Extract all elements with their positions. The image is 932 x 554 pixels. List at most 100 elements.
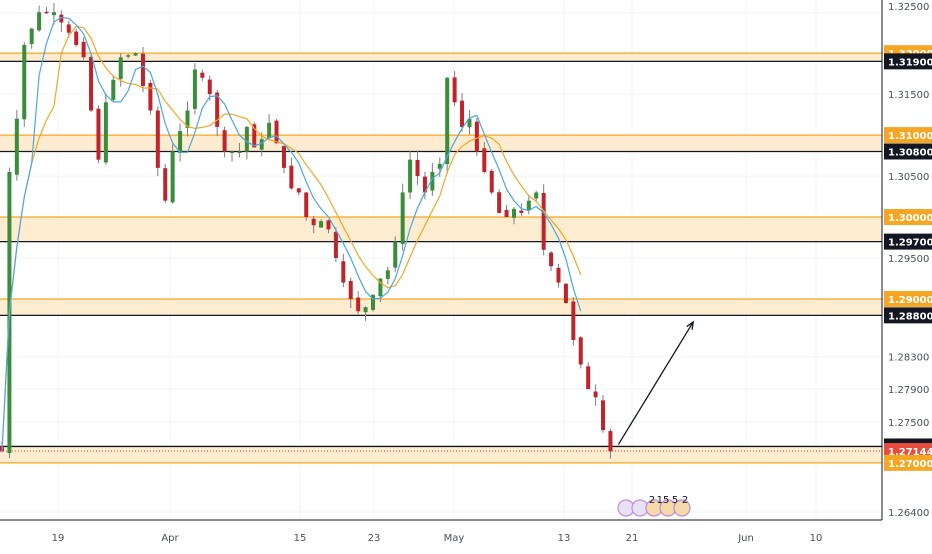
candle[interactable] [526,200,531,211]
candle[interactable] [296,188,301,193]
candle[interactable] [378,278,383,297]
candle[interactable] [497,192,502,213]
candle[interactable] [96,108,101,160]
candle[interactable] [22,44,27,120]
candle[interactable] [430,171,435,191]
candle[interactable] [185,110,190,128]
candle[interactable] [371,294,375,310]
candle[interactable] [311,218,316,226]
candle[interactable] [51,12,56,16]
candle[interactable] [578,337,583,365]
candle[interactable] [252,124,257,148]
candle[interactable] [230,151,235,153]
y-tick-label: 1.30800 [888,147,932,158]
candle[interactable] [289,165,294,189]
candle[interactable] [541,192,546,250]
x-tick-label: 23 [368,533,381,544]
candle[interactable] [549,252,554,267]
candle[interactable] [14,118,19,175]
candle[interactable] [66,24,71,33]
candle[interactable] [148,82,153,111]
candle[interactable] [118,57,123,80]
x-tick-label: 15 [294,533,307,544]
candle[interactable] [586,366,591,390]
candle[interactable] [608,431,613,452]
candle[interactable] [222,130,227,152]
candle[interactable] [326,220,331,230]
candle[interactable] [192,69,197,109]
candle[interactable] [408,159,413,193]
candle[interactable] [133,53,138,56]
candle[interactable] [571,301,576,340]
candle[interactable] [452,77,457,103]
candle[interactable] [163,168,168,201]
candle[interactable] [511,208,516,218]
candle[interactable] [556,267,561,283]
candle[interactable] [59,14,64,23]
candle[interactable] [170,151,175,203]
candle[interactable] [467,118,472,128]
y-tick-label: 1.26400 [888,508,929,519]
candle[interactable] [140,53,145,86]
candle[interactable] [81,41,86,58]
candle[interactable] [437,163,442,169]
y-tick-label: 1.29000 [888,295,932,306]
candle[interactable] [267,122,272,139]
candle[interactable] [178,131,183,153]
candle[interactable] [333,231,338,258]
candle[interactable] [385,270,390,279]
x-tick-label: 21 [626,533,639,544]
candle[interactable] [37,12,42,31]
candle[interactable] [356,297,361,312]
y-tick-label: 1.31500 [888,90,929,101]
candle[interactable] [363,307,368,313]
candle[interactable] [215,92,220,127]
arrow-head [686,320,695,330]
candle[interactable] [244,126,249,152]
candle[interactable] [504,209,509,218]
candle[interactable] [259,139,264,150]
candle[interactable] [489,170,494,193]
economic-event-icon[interactable] [673,499,691,517]
candle[interactable] [111,79,116,100]
zone-band [0,298,882,316]
candle[interactable] [200,72,205,78]
candle[interactable] [44,11,49,14]
level-badge-black [884,233,932,250]
candle[interactable] [415,159,420,177]
y-tick-label: 1.27144 [888,447,932,458]
candle[interactable] [482,148,487,172]
candle[interactable] [155,110,160,168]
candle[interactable] [126,55,131,57]
candle[interactable] [103,102,108,163]
candle[interactable] [422,176,427,193]
candle[interactable] [341,261,346,283]
candle[interactable] [348,281,353,299]
candle[interactable] [601,400,606,431]
candle[interactable] [393,241,398,268]
candle[interactable] [89,56,94,111]
y-tick-label: 1.27500 [888,418,929,429]
y-tick-label: 1.29700 [888,238,932,249]
candle[interactable] [29,28,34,44]
projection-arrow [617,320,695,445]
candle[interactable] [563,283,568,304]
candle[interactable] [304,192,309,218]
candle[interactable] [460,100,465,127]
candle[interactable] [274,120,279,144]
candle[interactable] [74,31,79,45]
economic-event-markers[interactable]: 2 15 5 2 [617,495,691,517]
candle[interactable] [207,79,212,95]
candle[interactable] [519,210,524,213]
candle[interactable] [237,151,242,153]
candle[interactable] [445,77,450,165]
candle[interactable] [281,146,286,168]
candle[interactable] [319,221,324,228]
candle[interactable] [400,192,405,245]
candle[interactable] [534,192,539,199]
candle[interactable] [593,391,598,398]
level-badge-black [884,307,932,324]
candle[interactable] [474,121,479,152]
